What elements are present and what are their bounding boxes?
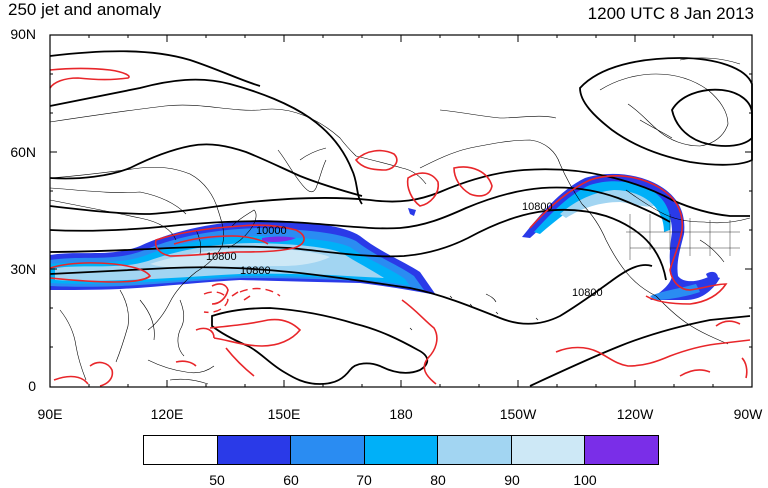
height-contour: [671, 88, 753, 147]
map-timestamp: 1200 UTC 8 Jan 2013: [587, 4, 754, 23]
colorbar-label: 80: [430, 472, 446, 488]
height-contour: [211, 307, 429, 385]
lat-label-60n: 60N: [10, 144, 36, 160]
contour-label: 10800: [240, 265, 271, 277]
contour-label: 10000: [256, 225, 287, 237]
colorbar-swatch: [438, 436, 512, 464]
jet-patch: [706, 271, 718, 281]
colorbar-swatch: [364, 436, 439, 464]
height-contour: [49, 168, 750, 217]
colorbar-swatch: [144, 436, 218, 464]
jet-patch: [408, 208, 416, 216]
colorbar-swatch: [291, 436, 365, 464]
contour-labels: 10000 10800 10800 10800 10800: [206, 201, 603, 299]
colorbar-label: 70: [356, 472, 372, 488]
jet-band-100: [262, 236, 296, 242]
height-contour: [579, 57, 753, 166]
contour-label: 10800: [572, 287, 603, 299]
colorbar-label: 50: [209, 472, 225, 488]
coastlines: [49, 57, 751, 385]
contour-label: 10800: [206, 251, 237, 263]
height-contour: [49, 50, 261, 87]
tick-marks: [49, 34, 753, 388]
height-contour: [529, 315, 751, 387]
colorbar-swatch: [217, 436, 292, 464]
map-title: 250 jet and anomaly: [8, 0, 162, 19]
lon-label-180: 180: [389, 406, 413, 422]
anomaly-contours: [49, 67, 751, 387]
jet-band-90: [150, 248, 330, 268]
lon-label-90w: 90W: [733, 406, 763, 422]
contour-label: 10800: [522, 201, 553, 213]
jet-na-90: [560, 190, 654, 218]
colorbar-swatch: [511, 436, 586, 464]
height-contours: [49, 50, 753, 387]
colorbar: [143, 435, 659, 465]
lon-label-120w: 120W: [616, 406, 654, 422]
state-boundaries: [626, 214, 740, 260]
jet-na-south: [650, 284, 700, 300]
lat-label-90n: 90N: [10, 26, 36, 42]
lat-label-0: 0: [28, 378, 36, 394]
anomaly-contours-negative: [203, 287, 281, 314]
height-contour: [49, 143, 363, 197]
colorbar-label: 60: [283, 472, 299, 488]
lon-label-90e: 90E: [37, 406, 63, 422]
colorbar-label: 100: [573, 472, 597, 488]
height-contour: [49, 264, 653, 325]
height-contour: [49, 186, 671, 232]
lon-label-150w: 150W: [499, 406, 537, 422]
jet-shading: [50, 173, 720, 300]
height-contour: [49, 209, 667, 281]
colorbar-label: 90: [504, 472, 520, 488]
height-contour: [49, 78, 363, 205]
colorbar-swatch: [585, 436, 659, 464]
lon-label-150e: 150E: [267, 406, 301, 422]
lat-label-30n: 30N: [10, 261, 36, 277]
lon-label-120e: 120E: [150, 406, 184, 422]
